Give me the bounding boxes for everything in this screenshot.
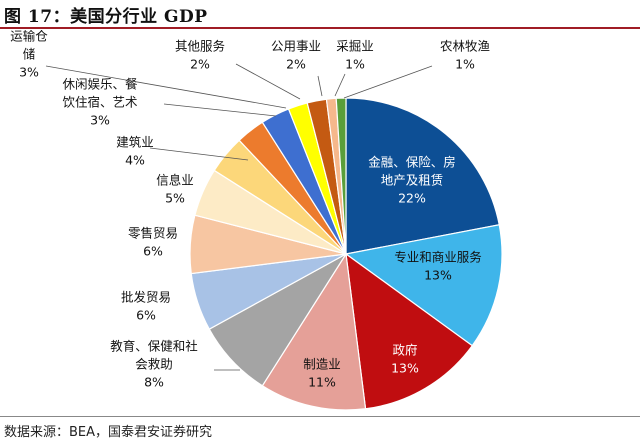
leader-line: [45, 65, 287, 109]
slice-category-label: 农林牧渔: [440, 39, 490, 54]
source-divider: [0, 416, 640, 417]
slice-category-label: 其他服务: [175, 39, 225, 54]
slice-value-label: 3%: [90, 113, 110, 128]
slice-value-label: 5%: [165, 191, 185, 206]
pie-slice: [261, 252, 367, 411]
slice-category-label: 政府: [392, 343, 417, 358]
slice-value-label: 1%: [345, 57, 365, 72]
leader-line: [235, 63, 301, 100]
slice-category-label: 专业和商业服务: [394, 250, 482, 265]
slice-category-label: 批发贸易: [121, 290, 171, 305]
slice-value-label: 13%: [391, 361, 419, 376]
leader-line: [317, 75, 323, 97]
slice-value-label: 1%: [455, 57, 475, 72]
leader-line: [334, 73, 346, 97]
slice-category-label: 采掘业: [336, 39, 374, 54]
slice-value-label: 2%: [286, 57, 306, 72]
slice-value-label: 22%: [398, 191, 426, 206]
leader-line: [163, 103, 277, 117]
slice-value-label: 3%: [19, 65, 39, 80]
pie-slice: [345, 97, 500, 255]
slice-category-label: 运输仓: [10, 30, 48, 44]
slice-category-label: 公用事业: [271, 39, 321, 54]
slice-value-label: 8%: [144, 375, 164, 390]
slice-category-label: 饮住宿、艺术: [62, 95, 138, 110]
pie-slice: [345, 252, 474, 410]
slice-value-label: 6%: [143, 244, 163, 259]
pie-slice: [344, 224, 503, 347]
slice-value-label: 11%: [308, 375, 336, 390]
chart-source: 数据来源：BEA，国泰君安证券研究: [4, 425, 213, 440]
slice-category-label: 休闲娱乐、餐: [62, 77, 138, 92]
slice-value-label: 4%: [125, 153, 145, 168]
slice-category-label: 零售贸易: [128, 226, 178, 241]
slice-category-label: 地产及租赁: [381, 173, 444, 188]
title-divider: [0, 27, 640, 29]
leader-line: [343, 65, 433, 99]
slice-category-label: 教育、保健和社: [110, 339, 198, 354]
slice-category-label: 信息业: [156, 173, 194, 188]
leader-line: [149, 147, 249, 161]
pie-slice: [335, 97, 347, 255]
slice-value-label: 2%: [190, 57, 210, 72]
slice-category-label: 会救助: [135, 357, 173, 372]
slice-category-label: 制造业: [303, 357, 341, 372]
slice-value-label: 13%: [424, 268, 452, 283]
slice-category-label: 金融、保险、房: [368, 155, 456, 170]
chart-title: 图 17：美国分行业 GDP: [4, 7, 208, 27]
slice-category-label: 建筑业: [116, 135, 154, 150]
slice-category-label: 储: [23, 47, 36, 62]
slice-value-label: 6%: [136, 308, 156, 323]
